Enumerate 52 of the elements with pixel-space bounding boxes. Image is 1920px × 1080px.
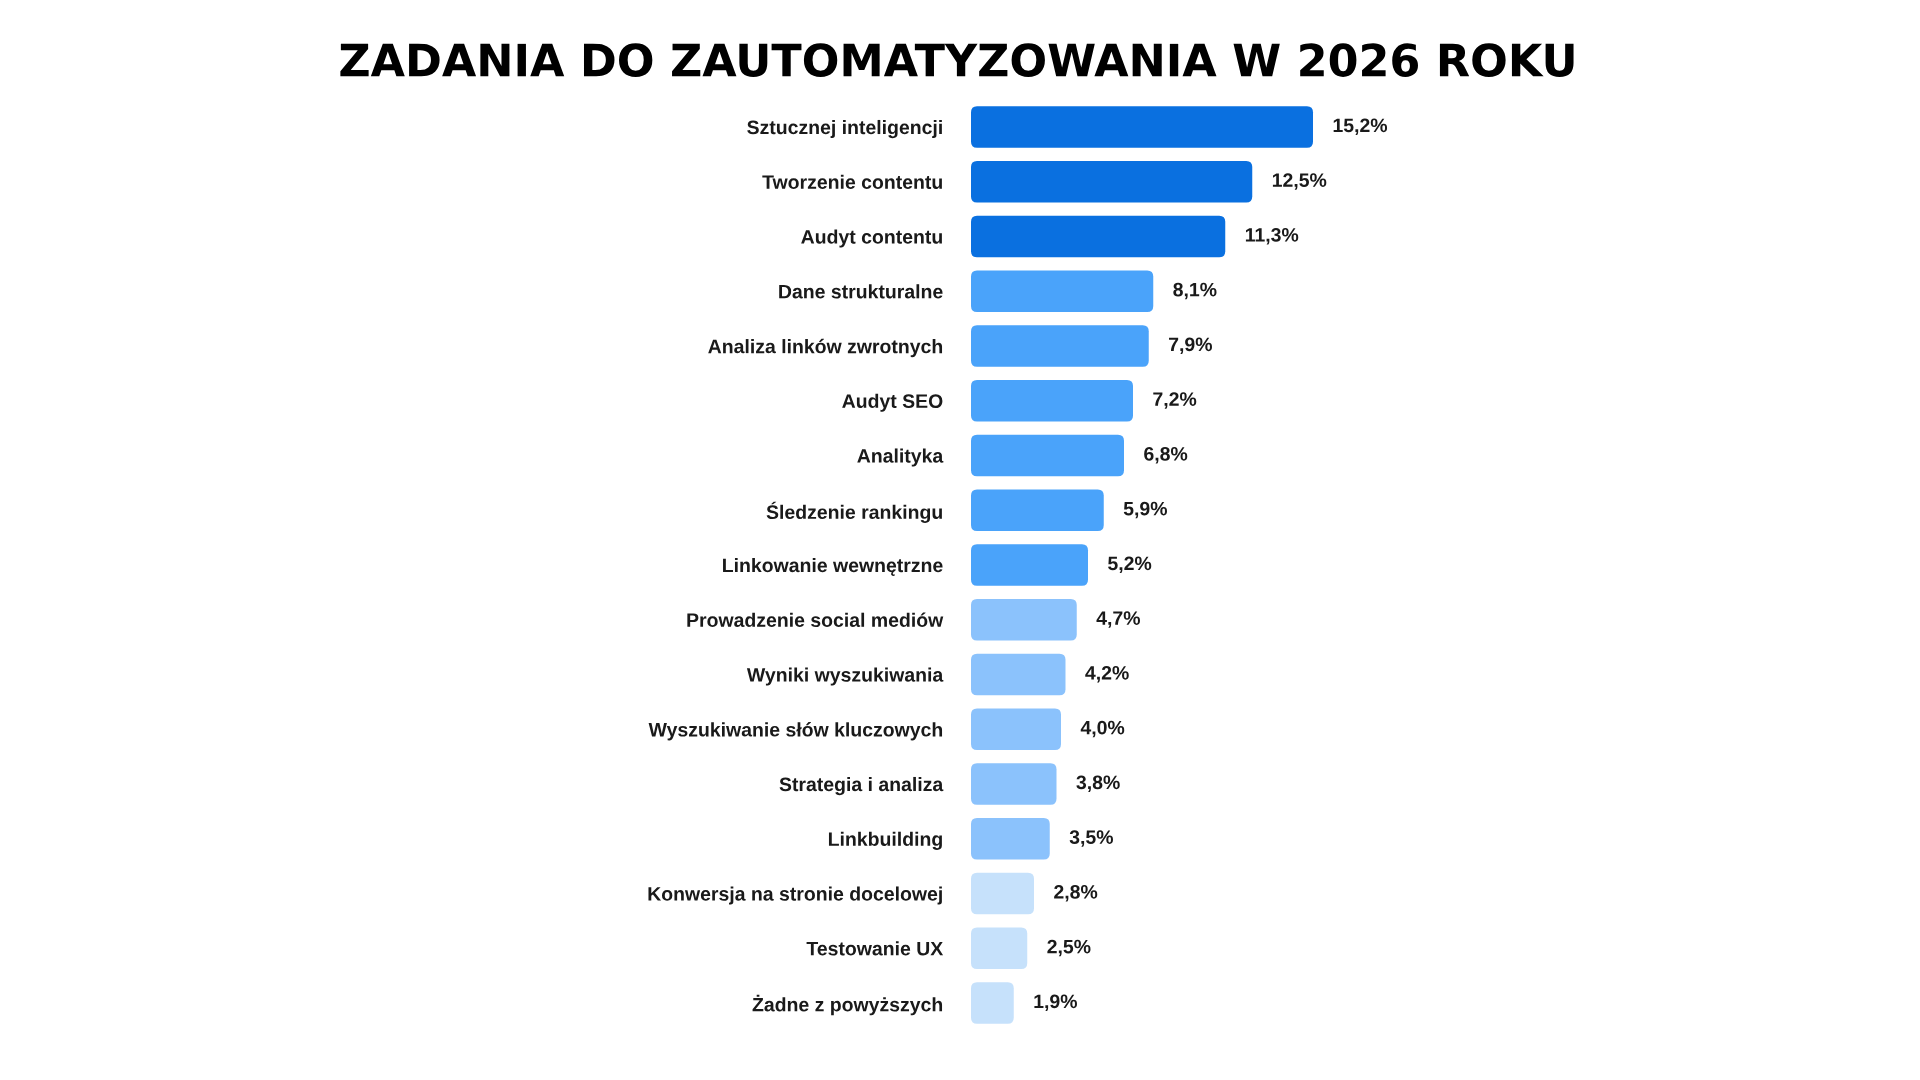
bar bbox=[971, 817, 1050, 860]
data-label: 7,2% bbox=[1153, 392, 1197, 409]
y-tick-label: Prowadzenie social mediów bbox=[687, 612, 944, 627]
chart-title: ZADANIA DO ZAUTOMATYZOWANIA W 2026 ROKU bbox=[340, 43, 1574, 77]
bar bbox=[971, 325, 1149, 367]
y-tick-label: Linkowanie wewnętrzne bbox=[723, 557, 943, 576]
bar bbox=[971, 653, 1066, 696]
y-tick-label: Tworzenie contentu bbox=[762, 174, 942, 189]
y-tick-label: Audyt SEO bbox=[842, 393, 943, 412]
bar bbox=[971, 544, 1088, 586]
bar bbox=[971, 982, 1014, 1024]
data-label: 4,7% bbox=[1096, 611, 1140, 628]
data-label: 2,5% bbox=[1047, 939, 1091, 957]
bar bbox=[971, 763, 1057, 805]
data-label: 5,9% bbox=[1123, 501, 1167, 519]
y-tick-label: Analityka bbox=[857, 448, 944, 467]
y-tick-label: Dane strukturalne bbox=[779, 284, 943, 299]
y-tick-label: Strategia i analiza bbox=[779, 776, 944, 796]
data-label: 6,8% bbox=[1144, 446, 1188, 464]
data-label: 1,9% bbox=[1034, 994, 1077, 1012]
y-tick-label: Analiza linków zwrotnych bbox=[708, 338, 943, 358]
data-label: 8,1% bbox=[1173, 282, 1217, 300]
bar bbox=[971, 927, 1028, 970]
y-tick-label: Sztucznej inteligencji bbox=[747, 119, 942, 139]
y-tick-label: Śledzenie rankingu bbox=[766, 501, 942, 523]
data-label: 4,2% bbox=[1085, 665, 1129, 683]
data-label: 11,3% bbox=[1245, 227, 1299, 245]
bar bbox=[971, 708, 1061, 751]
data-label: 12,5% bbox=[1272, 173, 1327, 190]
data-label: 2,8% bbox=[1054, 884, 1098, 902]
y-tick-label: Konwersja na stronie docelowej bbox=[648, 886, 942, 905]
data-label: 4,0% bbox=[1080, 720, 1125, 738]
bar bbox=[971, 215, 1226, 258]
bar bbox=[971, 434, 1124, 477]
y-tick-label: Testowanie UX bbox=[806, 941, 944, 956]
bar bbox=[971, 598, 1077, 641]
bar bbox=[971, 160, 1253, 203]
y-tick-label: Żadne z powyższych bbox=[752, 994, 943, 1016]
bar bbox=[971, 270, 1154, 313]
y-tick-label: Linkbuilding bbox=[828, 831, 942, 850]
data-label: 3,5% bbox=[1069, 830, 1113, 847]
bar bbox=[971, 106, 1313, 148]
y-tick-label: Audyt contentu bbox=[801, 229, 942, 248]
y-tick-label: Wyszukiwanie słów kluczowych bbox=[648, 722, 943, 741]
bar bbox=[971, 489, 1104, 532]
data-label: 3,8% bbox=[1076, 775, 1120, 793]
bar bbox=[971, 379, 1133, 422]
data-label: 15,2% bbox=[1333, 118, 1388, 136]
data-label: 5,2% bbox=[1108, 556, 1152, 574]
bar bbox=[971, 872, 1034, 915]
data-label: 7,9% bbox=[1169, 337, 1212, 355]
y-tick-label: Wyniki wyszukiwania bbox=[746, 667, 944, 686]
